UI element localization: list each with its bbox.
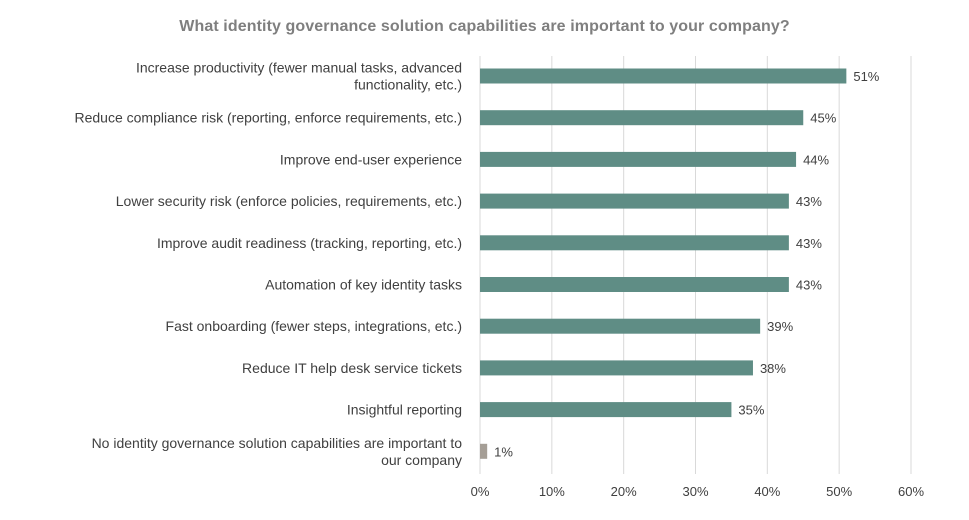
value-labels: 51% 45% 44% 43% 43% 43% 39% 38% 35% 1% xyxy=(494,69,880,459)
value-label: 43% xyxy=(796,194,822,209)
value-label: 38% xyxy=(760,361,786,376)
category-label: Fast onboarding (fewer steps, integratio… xyxy=(166,318,462,334)
bars xyxy=(480,68,847,459)
category-label: Improve end-user experience xyxy=(280,151,462,167)
bar xyxy=(480,151,797,167)
category-label: Reduce compliance risk (reporting, enfor… xyxy=(74,110,462,126)
category-label: Reduce IT help desk service tickets xyxy=(242,360,462,376)
category-label: No identity governance solution capabili… xyxy=(92,435,463,468)
bar xyxy=(480,68,847,84)
bar xyxy=(480,277,789,292)
x-tick-label: 10% xyxy=(539,484,565,499)
value-label: 35% xyxy=(738,403,764,418)
category-label: Automation of key identity tasks xyxy=(265,277,462,293)
value-label: 39% xyxy=(767,319,793,334)
x-tick-label: 0% xyxy=(471,484,490,499)
bar xyxy=(480,318,761,334)
value-label: 51% xyxy=(853,69,879,84)
value-label: 44% xyxy=(803,152,829,167)
x-tick-label: 50% xyxy=(826,484,852,499)
x-tick-label: 20% xyxy=(611,484,637,499)
value-label: 43% xyxy=(796,278,822,293)
category-label: Increase productivity (fewer manual task… xyxy=(136,60,462,93)
bar xyxy=(480,110,804,126)
bar xyxy=(480,443,488,459)
bar xyxy=(480,193,789,209)
bar xyxy=(480,235,789,251)
x-axis-ticks: 0% 10% 20% 30% 40% 50% 60% xyxy=(471,484,925,499)
value-label: 1% xyxy=(494,444,513,459)
x-tick-label: 30% xyxy=(682,484,708,499)
bar xyxy=(480,360,753,376)
bar xyxy=(480,402,732,418)
value-label: 45% xyxy=(810,111,836,126)
chart-title: What identity governance solution capabi… xyxy=(179,18,790,35)
category-label: Improve audit readiness (tracking, repor… xyxy=(157,235,462,251)
value-label: 43% xyxy=(796,236,822,251)
category-label: Insightful reporting xyxy=(347,402,462,418)
x-tick-label: 60% xyxy=(898,484,924,499)
x-tick-label: 40% xyxy=(754,484,780,499)
category-labels: Increase productivity (fewer manual task… xyxy=(74,60,462,468)
category-label: Lower security risk (enforce policies, r… xyxy=(116,193,462,209)
